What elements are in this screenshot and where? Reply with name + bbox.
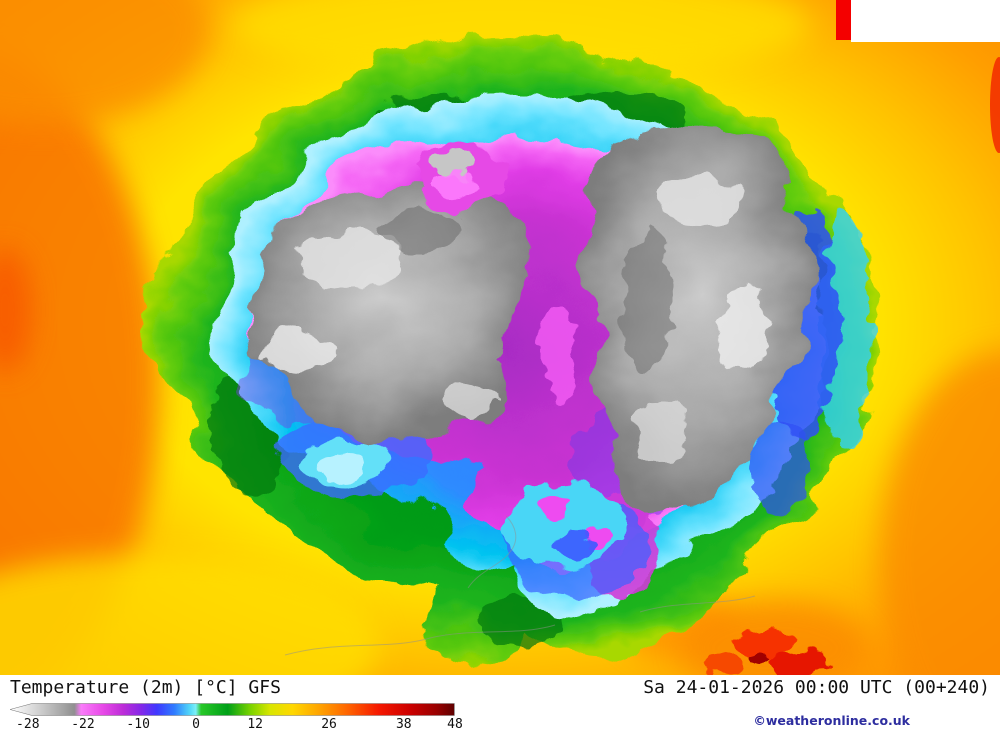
temperature-field-svg — [0, 0, 1000, 675]
scale-tick-label: 48 — [447, 717, 463, 732]
scale-tick-labels: -28 -22 -10 0 12 26 38 48 — [10, 716, 463, 732]
legend-strip: Temperature (2m) [°C] GFS Sa 24-01-2026 … — [0, 675, 1000, 733]
map-title: Temperature (2m) [°C] GFS — [10, 677, 281, 698]
scale-tick-label: -28 — [16, 717, 40, 732]
scale-tick-label: 12 — [247, 717, 264, 732]
temperature-scale: -28 -22 -10 0 12 26 38 48 — [10, 703, 463, 733]
temperature-map — [0, 0, 1000, 675]
copyright-link[interactable]: ©weatheronline.co.uk — [753, 713, 910, 728]
scale-tick-label: 0 — [192, 717, 200, 732]
temperature-scale-bar — [10, 703, 455, 716]
scale-tick-label: -22 — [71, 717, 95, 732]
scale-tick-label: -10 — [126, 717, 150, 732]
map-datetime: Sa 24-01-2026 00:00 UTC (00+240) — [643, 677, 990, 698]
scale-tick-label: 38 — [395, 717, 412, 732]
coastlines — [284, 515, 756, 656]
caption-row: Temperature (2m) [°C] GFS Sa 24-01-2026 … — [10, 677, 990, 698]
scale-tick-label: 26 — [321, 717, 337, 732]
